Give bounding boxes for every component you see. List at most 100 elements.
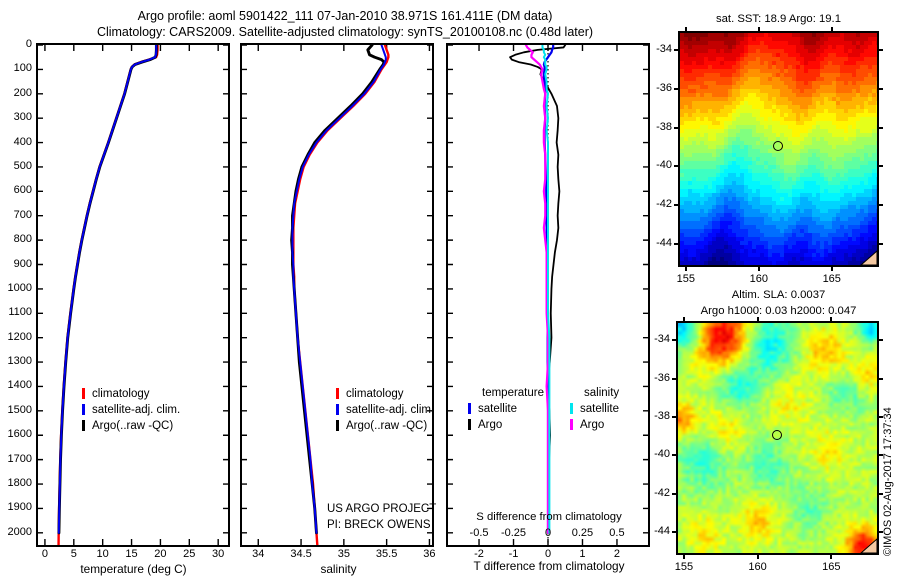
legend-entry-temperature-Argo: Argo	[468, 419, 502, 431]
sla_map-x-tick	[756, 317, 759, 321]
sla_map-y-tick-label: -42	[654, 486, 670, 499]
legend-entry-0: climatology	[82, 388, 150, 400]
temperature-axis-label: temperature (deg C)	[80, 562, 187, 576]
legend-label: Argo(..raw -QC)	[346, 420, 428, 432]
legend-group-header-temperature: temperature	[482, 387, 545, 399]
sst_map-y-tick	[674, 204, 678, 207]
sla_map-x-tick	[830, 555, 833, 559]
sla_map-y-tick	[672, 492, 676, 495]
sst_map-y-tick-label: -44	[656, 236, 672, 249]
legend-label: satellite-adj. clim.	[346, 404, 435, 416]
sla-map-title-line1: Altim. SLA: 0.0037	[731, 289, 826, 301]
sla_map-y-tick	[672, 415, 676, 418]
legend-color-mark	[336, 420, 339, 431]
legend-label: Argo	[580, 419, 605, 431]
depth-tick-label: 1800	[7, 477, 32, 490]
legend-color-mark	[336, 388, 339, 399]
sla_map-y-tick	[879, 415, 883, 418]
salinity_profile-x-tick-label: 36	[423, 548, 436, 560]
salinity-axis-label: salinity	[320, 562, 357, 576]
s-difference-axis-label: S difference from climatology	[476, 511, 622, 523]
legend-color-mark	[82, 388, 85, 399]
sla_map-y-tick-label: -38	[654, 409, 670, 422]
sst_map-x-tick	[757, 267, 760, 271]
sst_map-y-tick-label: -42	[656, 198, 672, 211]
project-annotation-line2: PI: BRECK OWENS	[327, 519, 431, 531]
sst_map-y-tick-label: -34	[656, 43, 672, 56]
legend-entry-2: Argo(..raw -QC)	[336, 420, 427, 432]
legend-entry-salinity-Argo: Argo	[570, 419, 604, 431]
s-tick-label: 0	[544, 527, 552, 539]
sst_map-y-tick	[879, 242, 883, 245]
sla_map-y-tick-label: -34	[654, 333, 670, 346]
sst_map-x-tick	[830, 27, 833, 31]
s-tick-label: 0.5	[609, 527, 625, 539]
sst_map-y-tick	[674, 126, 678, 129]
legend-label: satellite	[580, 403, 619, 415]
figure-title-line2: Climatology: CARS2009. Satellite-adjuste…	[96, 25, 594, 39]
depth-tick-label: 400	[13, 135, 32, 148]
depth-tick-label: 1700	[7, 452, 32, 465]
salinity_profile-x-tick-label: 35.5	[375, 548, 398, 560]
legend-color-mark	[82, 420, 85, 431]
sla_map-y-tick	[879, 454, 883, 457]
depth-tick-label: 1600	[7, 428, 32, 441]
project-annotation-line1: US ARGO PROJECT	[327, 503, 437, 515]
depth-tick-label: 1200	[7, 330, 32, 343]
salinity-profile-panel	[240, 43, 434, 547]
t-difference-axis-label: T difference from climatology	[473, 559, 625, 573]
sla_map-x-tick-label: 155	[674, 561, 694, 573]
sla_map-y-tick-label: -36	[654, 371, 670, 384]
sla_map-profile-location-marker	[772, 430, 783, 441]
temperature_profile-canvas	[38, 45, 228, 545]
difference_profile-canvas	[448, 45, 648, 545]
legend-color-mark	[336, 404, 339, 415]
legend-color-mark	[570, 419, 573, 430]
sst_map-y-tick-label: -36	[656, 82, 672, 95]
depth-tick-label: 1400	[7, 379, 32, 392]
difference_profile-x-tick-label: 2	[613, 548, 621, 560]
legend-entry-salinity-satellite: satellite	[570, 403, 619, 415]
temperature_profile-x-tick-label: 30	[212, 548, 225, 560]
legend-label: satellite	[478, 403, 517, 415]
sst_map-x-tick-label: 165	[822, 273, 841, 285]
sla_map-y-tick	[879, 339, 883, 342]
sst_map-y-tick	[879, 165, 883, 168]
sst_map-y-tick	[674, 88, 678, 91]
depth-tick-label: 700	[13, 208, 32, 221]
salinity_profile-x-tick-label: 34	[252, 548, 265, 560]
sla_map-x-tick-label: 165	[822, 561, 841, 573]
sst_map-x-tick-label: 160	[749, 273, 768, 285]
salinity_profile-x-tick-label: 35	[337, 548, 350, 560]
depth-tick-label: 600	[13, 184, 32, 197]
depth-tick-label: 300	[13, 111, 32, 124]
temperature_profile-x-tick-label: 25	[183, 548, 196, 560]
sst_map-y-tick	[674, 165, 678, 168]
sla_map-x-tick	[682, 555, 685, 559]
legend-label: climatology	[92, 388, 150, 400]
depth-tick-label: 200	[13, 86, 32, 99]
sla_map-x-tick	[682, 317, 685, 321]
depth-tick-label: 500	[13, 159, 32, 172]
sst_map-y-tick	[674, 242, 678, 245]
sla_map-y-tick	[672, 530, 676, 533]
sla_map-x-tick	[756, 555, 759, 559]
legend-color-mark	[82, 404, 85, 415]
sla_map-y-tick	[672, 339, 676, 342]
temperature_profile-x-tick-label: 5	[70, 548, 77, 560]
legend-group-header-salinity: salinity	[584, 387, 620, 399]
sla_map-y-tick	[879, 492, 883, 495]
temperature_profile-x-tick-label: 15	[125, 548, 138, 560]
sla_map-y-tick	[672, 377, 676, 380]
sla_map-y-tick	[879, 530, 883, 533]
sla_map-y-tick-label: -40	[654, 448, 670, 461]
sst_map-x-tick-label: 155	[676, 273, 695, 285]
depth-tick-label: 1900	[7, 501, 32, 514]
difference_profile-x-tick-label: -2	[474, 548, 484, 560]
legend-color-mark	[468, 403, 471, 414]
sst_map-x-tick	[684, 27, 687, 31]
sst_map-y-tick-label: -38	[656, 120, 672, 133]
sla_map-x-tick	[830, 317, 833, 321]
sst-map-panel	[678, 31, 879, 267]
